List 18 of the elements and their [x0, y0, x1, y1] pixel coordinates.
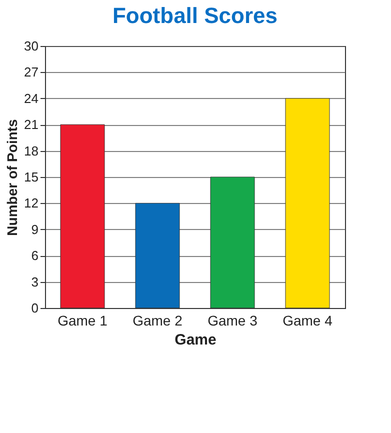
y-tick-label: 0 — [31, 300, 38, 316]
y-tick-label: 21 — [24, 117, 38, 132]
y-tick-label: 6 — [31, 248, 38, 264]
y-tick-label: 24 — [24, 90, 38, 106]
y-tick-label: 30 — [24, 38, 38, 54]
y-tick-label: 3 — [31, 274, 38, 290]
y-axis-title: Number of Points — [4, 118, 20, 236]
x-tick-label: Game 3 — [208, 312, 258, 328]
x-tick-label: Game 1 — [58, 312, 108, 328]
y-tick-label: 9 — [31, 222, 38, 237]
y-tick-label: 12 — [24, 196, 38, 211]
y-tick-label: 27 — [24, 64, 38, 80]
x-tick-label: Game 4 — [282, 312, 333, 328]
chart-title: Football Scores — [112, 3, 278, 28]
y-tick-label: 18 — [24, 143, 38, 158]
x-axis-title: Game — [174, 332, 216, 348]
y-tick-label: 15 — [24, 170, 38, 184]
x-tick-label: Game 2 — [132, 312, 183, 328]
